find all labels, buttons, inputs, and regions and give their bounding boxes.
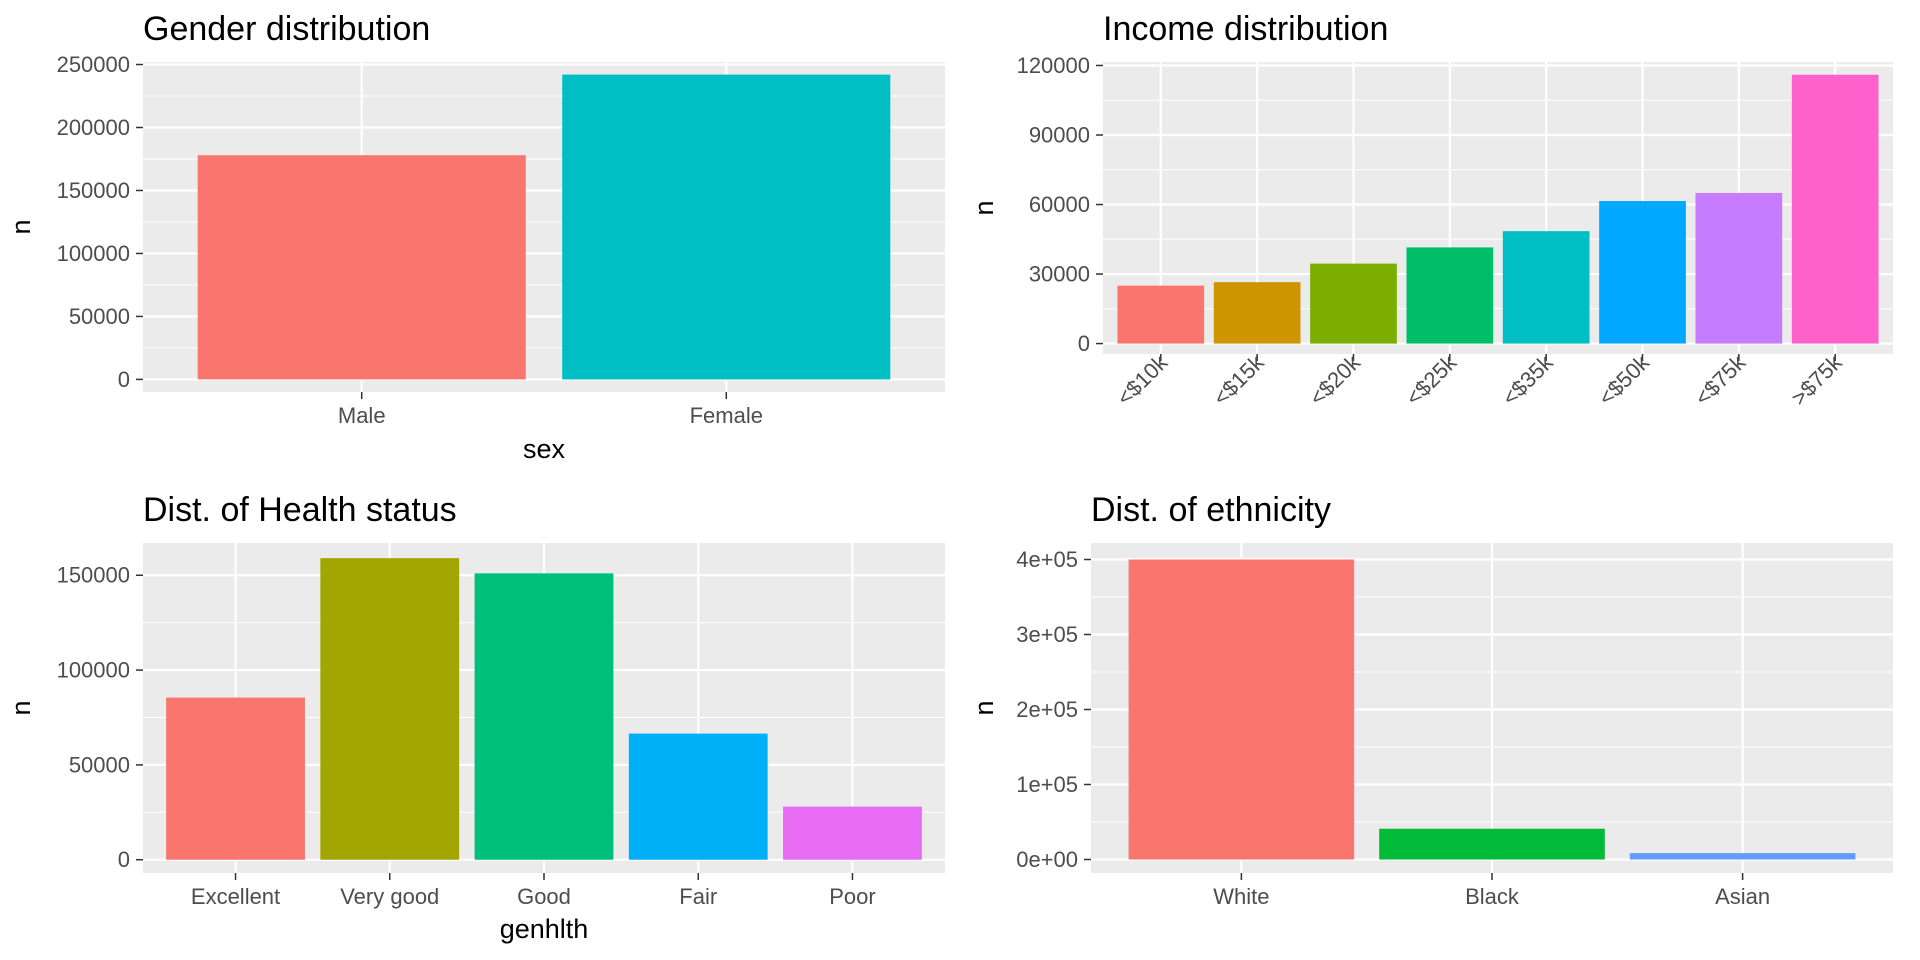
bar-<$35k (1502, 231, 1590, 344)
x-tick-label: <$35k (1497, 349, 1558, 410)
x-tick-label: Male (338, 403, 386, 428)
y-tick-label: 50000 (69, 752, 130, 777)
y-tick-label: 3e+05 (1016, 622, 1078, 647)
y-tick-label: 0 (118, 367, 130, 392)
x-tick-label: <$10k (1112, 349, 1173, 410)
y-tick-label: 100000 (57, 241, 130, 266)
y-tick-label: 150000 (57, 563, 130, 588)
chart-title: Gender distribution (143, 10, 430, 48)
x-tick-label: Asian (1715, 884, 1770, 909)
y-tick-label: 0 (1078, 331, 1090, 356)
y-axis-label: n (6, 219, 36, 234)
chart-title: Income distribution (1103, 10, 1388, 48)
chart-title: Dist. of ethnicity (1091, 491, 1331, 529)
y-tick-label: 120000 (1017, 53, 1090, 78)
x-tick-label: <$50k (1594, 349, 1655, 410)
x-tick-label: Good (517, 884, 571, 909)
bar-White (1128, 559, 1355, 860)
bar-Black (1379, 828, 1605, 860)
bar-Asian (1629, 853, 1856, 860)
chart-panel-3: 0 50000 100000 150000 Excellent Very good Good… (6, 491, 945, 944)
bar-<$15k (1213, 282, 1301, 344)
chart-panel-1: 0 50000 100000 150000 200000 250000 Male Female… (6, 10, 945, 464)
y-axis-label: n (969, 700, 999, 715)
x-tick-label: Very good (340, 884, 439, 909)
y-tick-label: 100000 (57, 658, 130, 683)
y-tick-label: 50000 (69, 304, 130, 329)
y-tick-label: 60000 (1029, 192, 1090, 217)
y-tick-label: 200000 (57, 115, 130, 140)
x-axis-label: sex (523, 434, 566, 464)
x-tick-label: Black (1465, 884, 1520, 909)
bar-<$50k (1599, 201, 1686, 344)
y-tick-label: 0 (118, 847, 130, 872)
bar-<$20k (1310, 263, 1397, 344)
y-tick-label: 150000 (57, 178, 130, 203)
bar->$75k (1791, 74, 1879, 344)
x-tick-label: <$15k (1208, 349, 1269, 410)
y-tick-label: 1e+05 (1016, 772, 1078, 797)
bar-Excellent (166, 697, 305, 860)
y-tick-label: 90000 (1029, 123, 1090, 148)
bar-<$75k (1695, 192, 1783, 344)
y-tick-label: 2e+05 (1016, 697, 1078, 722)
y-axis-label: n (969, 200, 999, 215)
chart-panel-4: 0e+00 1e+05 2e+05 3e+05 4e+05 White Black Asian… (969, 491, 1893, 909)
bar-Female (562, 74, 891, 380)
x-tick-label: Poor (829, 884, 875, 909)
x-tick-label: <$20k (1305, 349, 1366, 410)
x-tick-label: Fair (679, 884, 717, 909)
chart-panel-2: 0 30000 60000 90000 120000 <$10k <$15k <$20k <$2… (969, 10, 1893, 410)
bar-Fair (628, 733, 768, 860)
bar-Male (197, 155, 526, 380)
x-tick-label: Female (690, 403, 763, 428)
chart-title: Dist. of Health status (143, 491, 457, 529)
y-axis-label: n (6, 700, 36, 715)
bar-<$25k (1406, 247, 1494, 344)
y-tick-label: 30000 (1029, 262, 1090, 287)
bar-<$10k (1117, 285, 1205, 344)
x-tick-label: <$75k (1690, 349, 1751, 410)
x-tick-label: White (1213, 884, 1269, 909)
x-tick-label: Excellent (191, 884, 280, 909)
x-tick-label: >$75k (1786, 349, 1847, 410)
x-tick-label: <$25k (1401, 349, 1462, 410)
x-axis-label: genhlth (500, 914, 589, 944)
bar-Good (474, 573, 614, 860)
bar-Poor (783, 806, 922, 860)
y-tick-label: 250000 (57, 52, 130, 77)
bar-Very good (320, 558, 460, 860)
y-tick-label: 0e+00 (1016, 847, 1078, 872)
y-tick-label: 4e+05 (1016, 547, 1078, 572)
